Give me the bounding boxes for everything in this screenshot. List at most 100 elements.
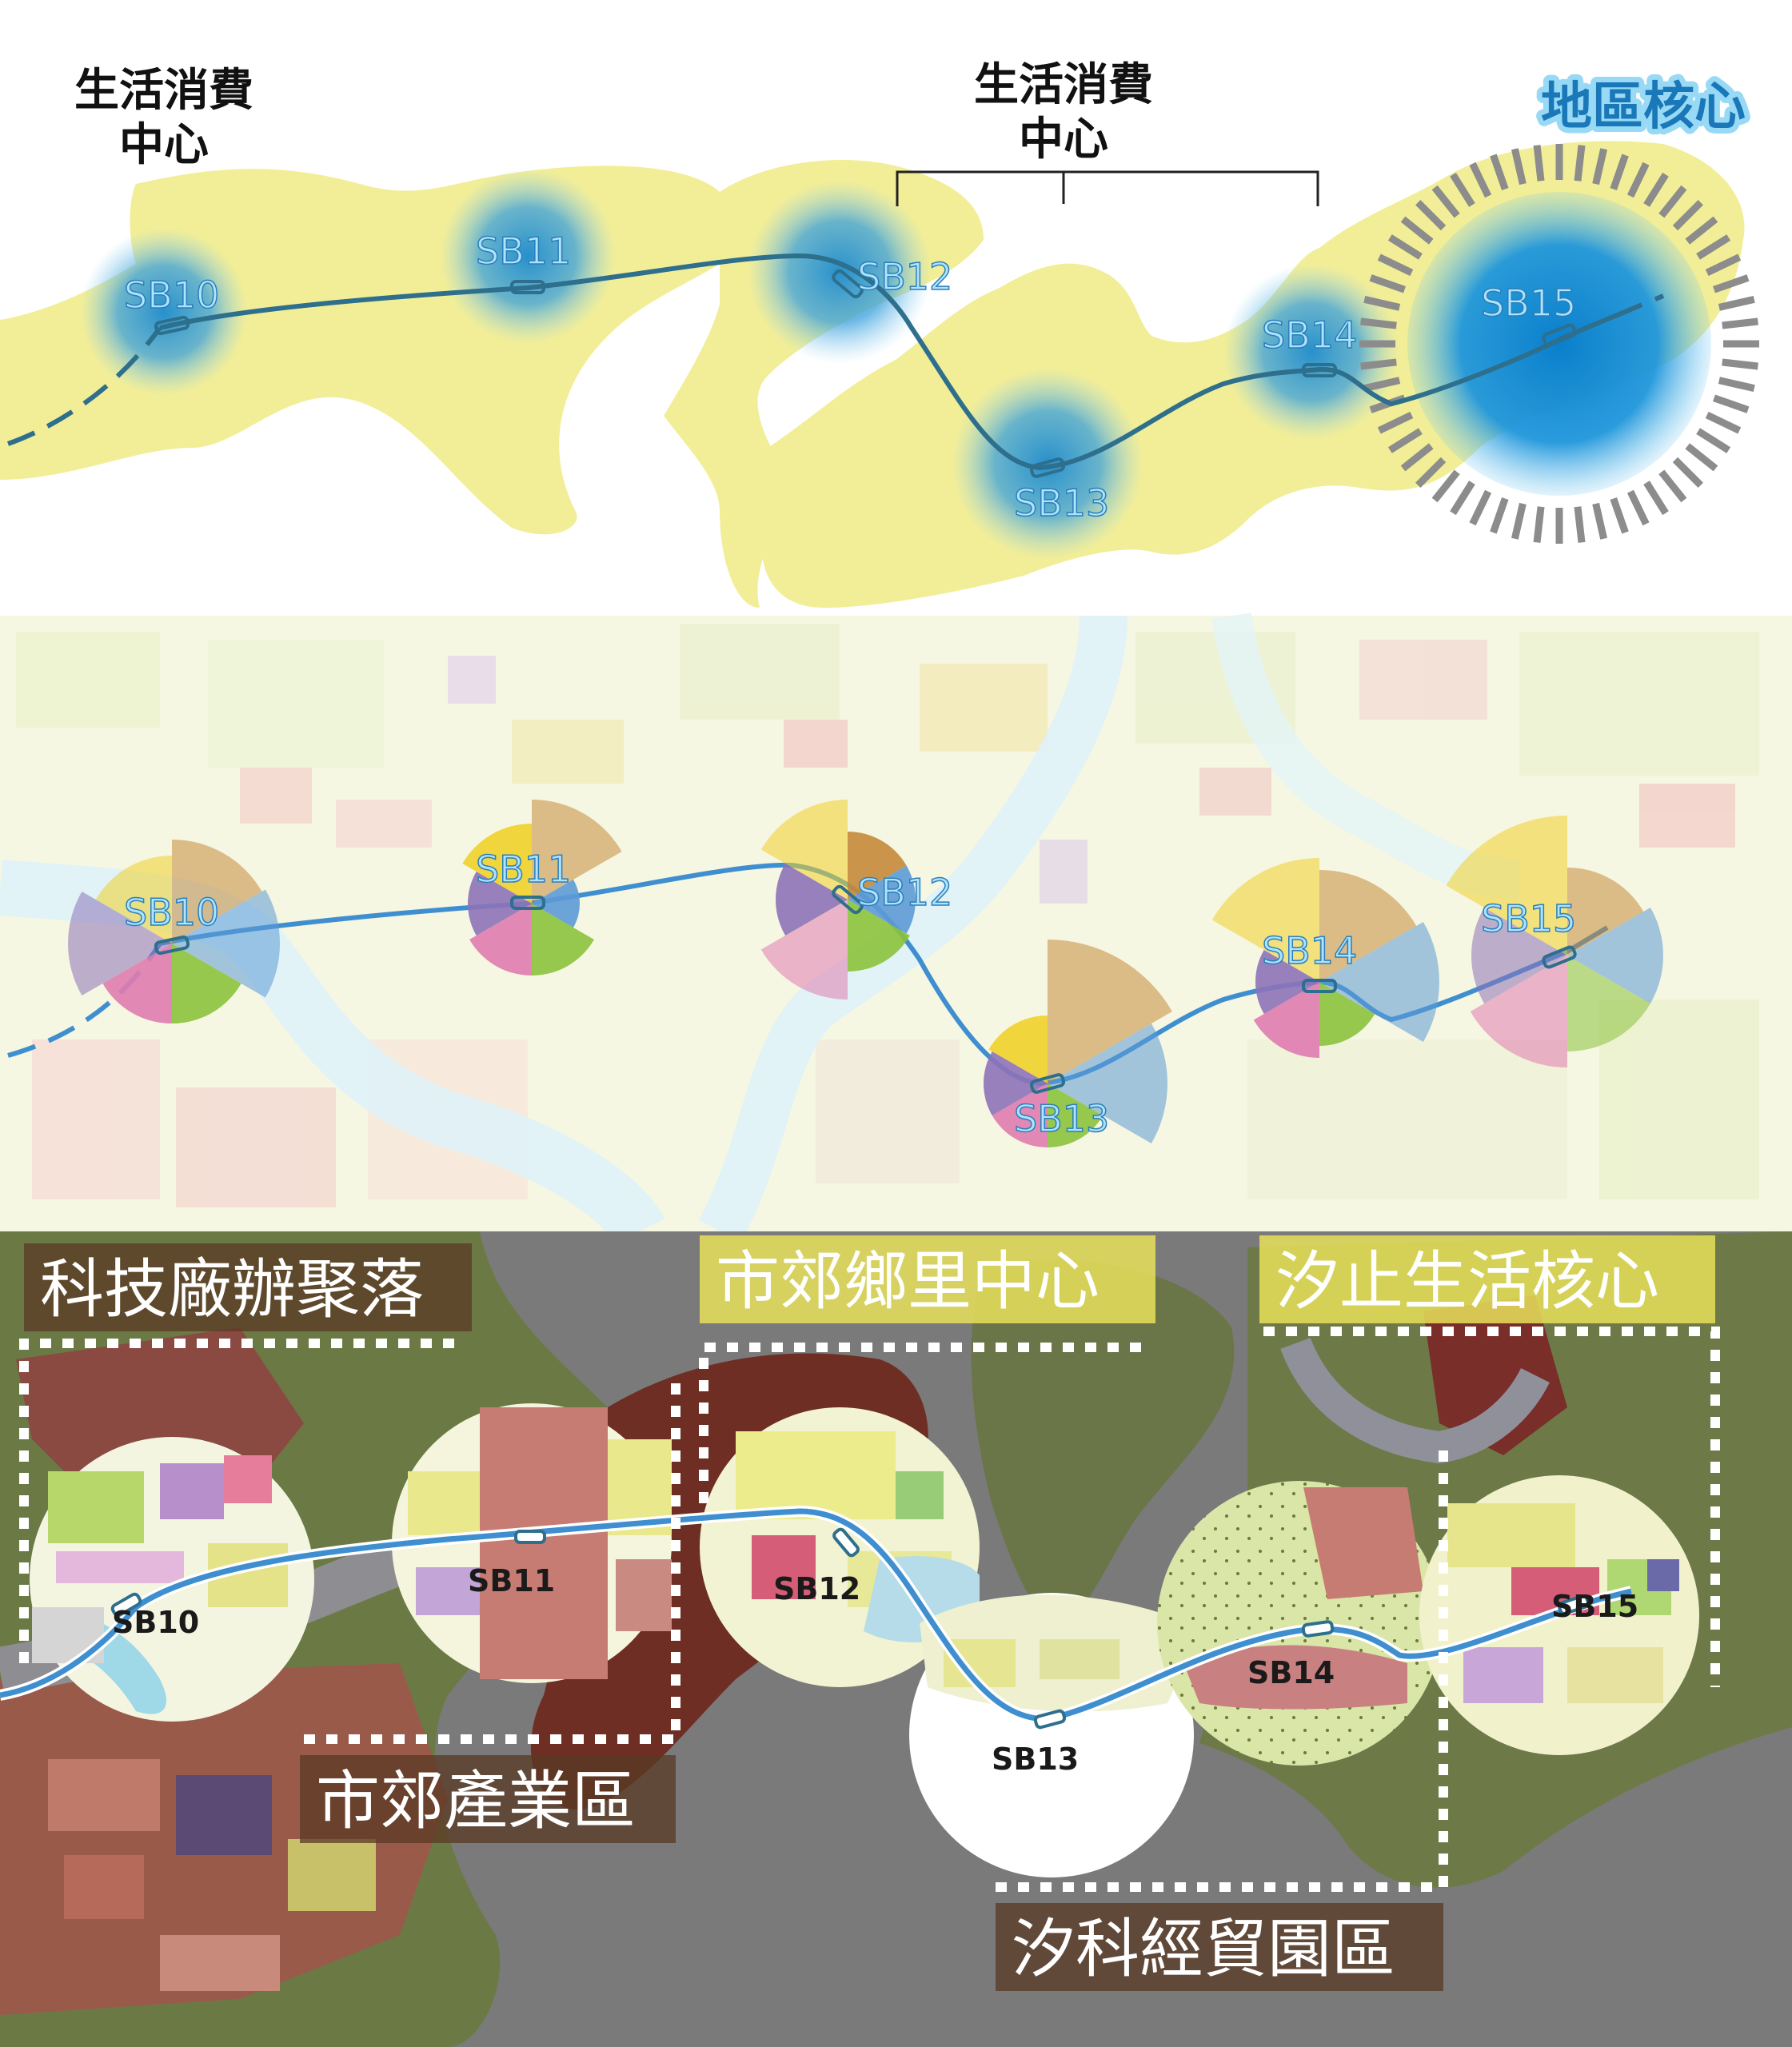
- pie-sector: [532, 880, 580, 928]
- panel-2-landuse: SB10 SB11 SB12 SB13 SB14 SB15: [0, 613, 1792, 1246]
- station-marker-sb11: [510, 280, 545, 294]
- p2-marker-sb10: [154, 935, 190, 956]
- pie-sector: [532, 800, 622, 904]
- sunburst-ray: [1533, 145, 1545, 182]
- station-circle-sb13: [909, 1593, 1194, 1877]
- panel-1-concept: SB10 SB11 SB12 SB13 SB14 SB15 生活消費 中心 生活…: [0, 59, 1759, 609]
- p3-label-sb13: SB13: [992, 1742, 1079, 1777]
- outline-xike-trade: [996, 1447, 1448, 1892]
- station-pies: [68, 800, 1664, 1147]
- pie-sector: [984, 1051, 1048, 1115]
- p2-route-dashed: [7, 942, 162, 1058]
- p2-marker-sb13: [1029, 1073, 1066, 1094]
- zone-label-xizhi-core: 汐止生活核心: [1259, 1235, 1715, 1323]
- zone-label-tech-cluster: 科技廠辦聚落: [24, 1243, 472, 1331]
- zone-tech-cluster-text: 科技廠辦聚落: [40, 1252, 424, 1327]
- p3-marker-sb11: [514, 1530, 546, 1544]
- pie-sector: [1567, 908, 1664, 1004]
- p1-label-sb11: SB11: [476, 229, 571, 273]
- pie-sector: [848, 900, 910, 972]
- sunburst-ray: [1387, 428, 1423, 453]
- pie-sector: [988, 1016, 1048, 1083]
- glow-sb10: [80, 228, 248, 396]
- pie-sector: [776, 864, 848, 936]
- pie-sector: [1211, 858, 1319, 982]
- pie-sector: [760, 900, 848, 1000]
- sunburst-ray: [1431, 469, 1460, 503]
- label-consumption-center-mid-line1: 生活消費: [974, 59, 1153, 111]
- p2-label-sb15: SB15: [1481, 897, 1576, 940]
- sunburst-ray: [1511, 148, 1527, 186]
- sunburst-ray: [1705, 253, 1742, 277]
- pie-sector: [1567, 956, 1650, 1051]
- river-panel3-b: [1280, 1337, 1550, 1464]
- sunburst-ray: [1672, 457, 1703, 488]
- pie-sector: [1567, 868, 1644, 956]
- pie-sector: [992, 1083, 1048, 1147]
- zone-xizhi-core-text: 汐止生活核心: [1275, 1244, 1659, 1319]
- pie-sector: [1446, 816, 1567, 956]
- sunburst-ray: [1415, 200, 1447, 231]
- pie-sector: [467, 872, 532, 936]
- pie-sector: [172, 840, 262, 944]
- route-line: [159, 253, 1617, 471]
- p2-marker-sb12: [832, 884, 864, 915]
- sunburst-ray: [1363, 295, 1401, 311]
- sunburst-ray: [1490, 154, 1509, 190]
- p3-station-labels: SB10 SB11 SB12 SB13 SB14 SB15: [112, 1563, 1638, 1777]
- land-east-red: [1423, 1295, 1567, 1455]
- p2-label-sb10: SB10: [124, 891, 219, 934]
- sunburst-ray: [1713, 274, 1750, 293]
- sunburst-ray: [1713, 394, 1750, 413]
- sunburst-ray: [1431, 185, 1460, 218]
- pie-sector: [462, 824, 532, 904]
- p1-label-sb10: SB10: [124, 273, 219, 317]
- station-marker-sb14: [1302, 363, 1337, 377]
- sunburst-ray: [1643, 481, 1669, 516]
- sunburst-ray: [1369, 274, 1406, 293]
- p3-marker-sb14: [1301, 1620, 1335, 1638]
- sunburst-ray: [1658, 185, 1687, 218]
- p2-label-sb14: SB14: [1262, 929, 1357, 972]
- river-panel2-b: [698, 615, 1127, 1243]
- sunburst-ray: [1685, 216, 1718, 245]
- p3-label-sb15: SB15: [1551, 1589, 1638, 1624]
- sunburst-ray: [1658, 469, 1687, 503]
- p1-label-sb14: SB14: [1262, 313, 1357, 357]
- pie-sector: [172, 889, 280, 998]
- zone-suburban-industrial-text: 市郊產業區: [316, 1764, 636, 1838]
- label-consumption-center-mid-line2: 中心: [1019, 114, 1108, 166]
- sunburst-ray: [1574, 145, 1586, 182]
- sunburst-ray: [1574, 506, 1586, 543]
- sunburst-ray: [1469, 489, 1492, 526]
- sunburst-ray: [1643, 172, 1669, 207]
- p2-marker-sb15: [1542, 945, 1577, 969]
- p3-marker-sb13: [1033, 1709, 1067, 1730]
- sunburst-ray: [1722, 317, 1758, 329]
- p3-marker-sb10: [110, 1592, 142, 1618]
- pie-sector: [1319, 982, 1375, 1046]
- pie-sector: [95, 856, 172, 944]
- sunburst-ray: [1722, 358, 1758, 370]
- pie-sector: [1319, 870, 1417, 982]
- pie-sector: [1255, 950, 1319, 1014]
- pie-sector: [1470, 956, 1567, 1067]
- zone-xike-trade-text: 汐科經貿園區: [1012, 1912, 1395, 1986]
- sunburst-ray: [1705, 411, 1742, 434]
- p2-marker-sb11: [510, 896, 545, 910]
- sunburst-ray: [1685, 443, 1718, 472]
- outline-tech-cluster: [19, 1339, 456, 1663]
- bracket-mid: [896, 170, 1319, 206]
- route-dashed-west: [6, 326, 162, 446]
- sunburst-ray: [1490, 497, 1509, 534]
- sunburst-ray: [1377, 411, 1414, 434]
- sunburst-ray: [1450, 481, 1475, 516]
- zone-label-suburban-industrial: 市郊產業區: [300, 1755, 676, 1843]
- p3-marker-sb12: [832, 1527, 860, 1558]
- pie-sector: [1048, 940, 1172, 1083]
- p1-label-sb12: SB12: [857, 255, 952, 298]
- label-district-core-glow: 地區核心: [1541, 78, 1746, 137]
- zone-suburban-village-text: 市郊鄉里中心: [716, 1244, 1100, 1319]
- pie-sector: [1471, 908, 1567, 1004]
